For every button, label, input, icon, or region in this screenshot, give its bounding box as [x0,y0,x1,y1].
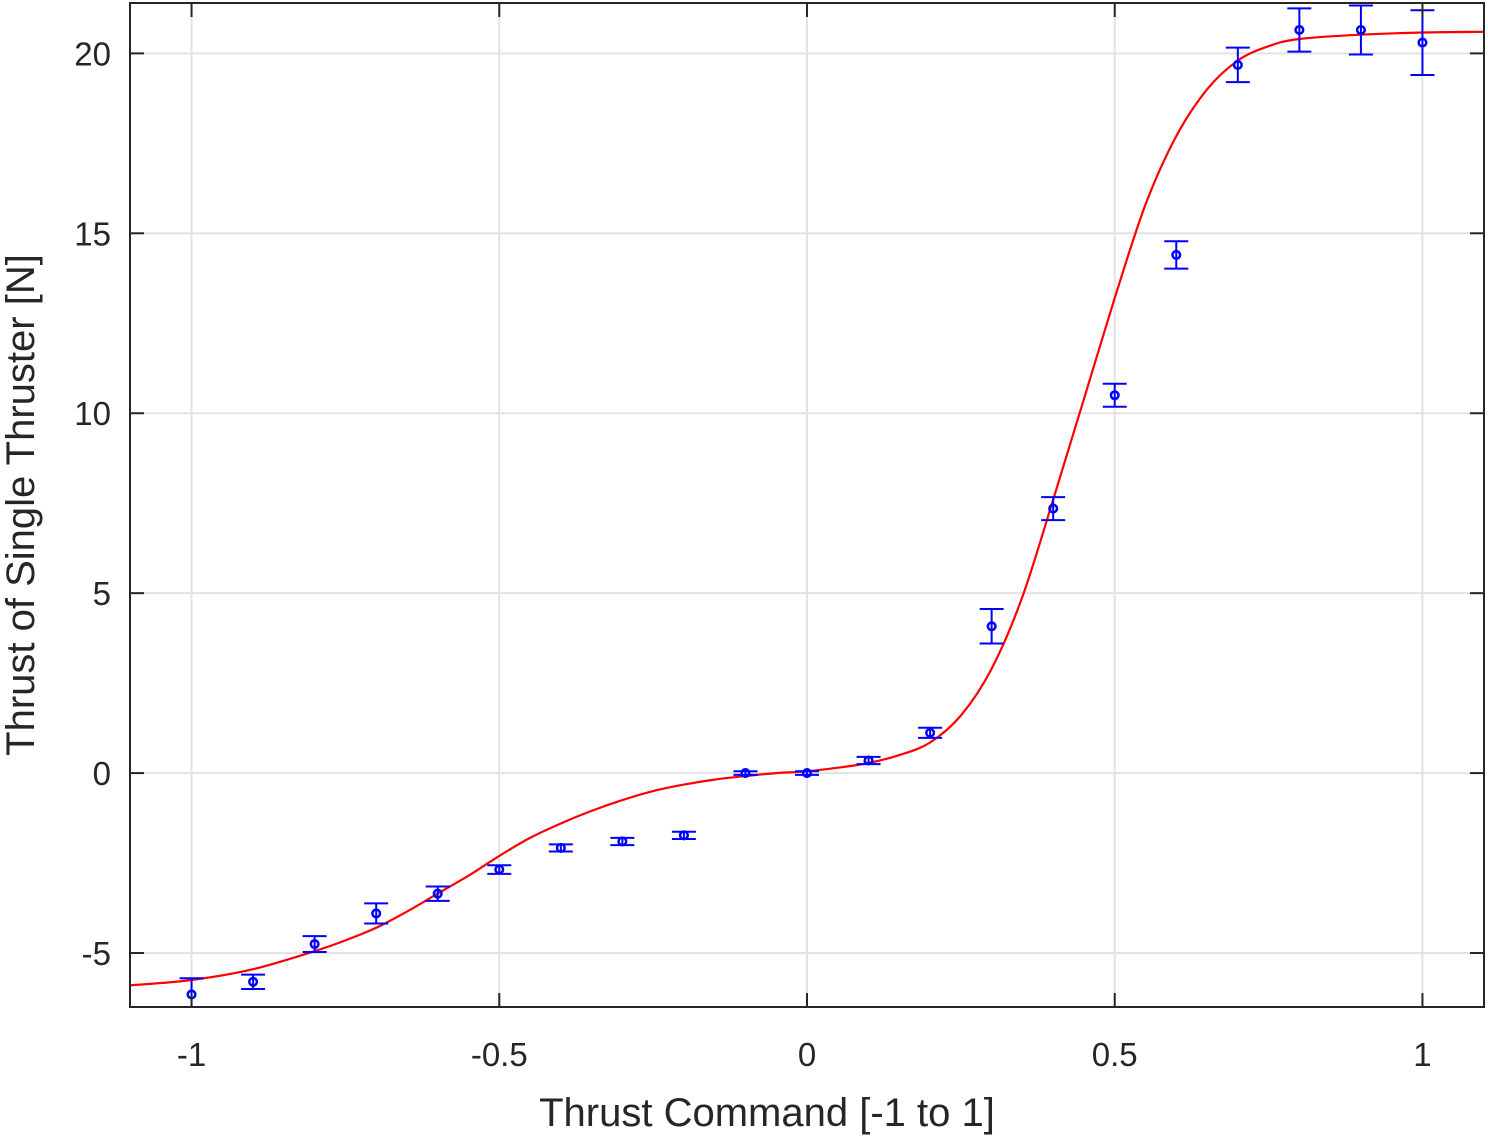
data-marker [371,908,382,919]
measurement-point [1348,4,1373,56]
data-marker [1232,59,1243,70]
x-tick-label: -0.5 [471,1036,528,1073]
y-tick-label: -5 [82,935,111,972]
x-tick-label: 0 [798,1036,816,1073]
data-marker [1048,503,1059,514]
measurement-point [302,935,327,953]
data-marker [555,842,566,853]
data-marker [1171,249,1182,260]
x-tick-label: 0.5 [1092,1036,1138,1073]
data-marker [925,727,936,738]
x-tick-label: -1 [177,1036,206,1073]
data-marker [986,621,997,632]
measurement-point [364,902,389,925]
data-marker [1294,24,1305,36]
y-tick-label: 15 [74,215,111,252]
data-marker [1417,37,1428,48]
measurement-point [548,842,573,853]
data-marker [494,864,505,875]
measurement-point [856,755,881,766]
x-tick-labels: -1 -0.5 0 0.5 1 [177,1036,1432,1073]
measurement-point [795,768,819,779]
measurement-point [1225,46,1250,84]
data-marker [1355,24,1366,36]
data-marker [740,768,751,779]
measurement-point [241,973,266,991]
y-tick-label: 5 [93,575,111,612]
measurement-point [487,864,512,875]
measurement-point [979,607,1004,645]
axis-ticks [130,3,1484,1007]
y-tick-label: 0 [93,755,111,792]
data-marker [617,836,628,847]
measurement-point [1287,7,1312,53]
measurement-point [733,768,758,779]
measurement-point [1164,240,1189,270]
fit-curve-group [129,30,1485,987]
measurement-point [425,885,450,902]
measurement-point [610,836,635,847]
data-marker [1109,390,1120,401]
measurement-point [1041,496,1066,522]
x-axis-label: Thrust Command [-1 to 1] [539,1091,995,1135]
measurement-point [671,830,696,841]
y-tick-label: 20 [74,35,111,72]
y-tick-labels: -5 0 5 10 15 20 [74,35,111,972]
measurement-point [918,726,943,739]
data-marker [432,888,443,899]
y-tick-label: 10 [74,395,111,432]
data-marker [678,830,689,841]
measurement-points-group [179,4,1435,1007]
data-marker [309,938,320,950]
data-marker [863,755,874,766]
data-marker [801,768,813,779]
grid [130,3,1484,1007]
data-marker [248,976,259,987]
y-axis-label: Thrust of Single Thruster [N] [0,254,43,756]
x-tick-label: 1 [1413,1036,1431,1073]
measurement-point [1102,382,1127,408]
fit-curve [129,30,1485,987]
